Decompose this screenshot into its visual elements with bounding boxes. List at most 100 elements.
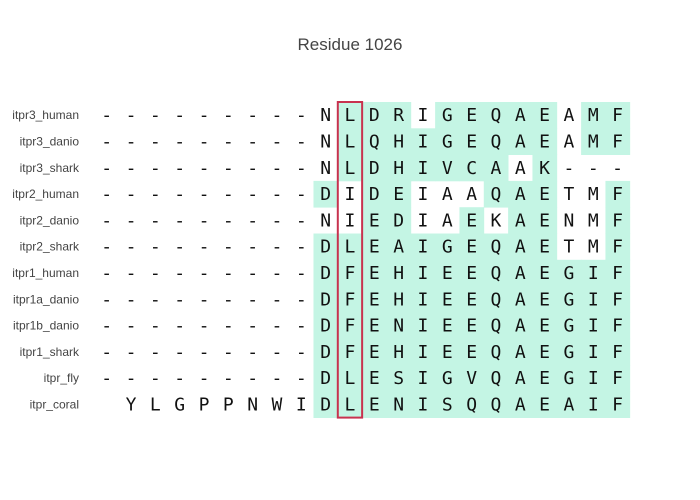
residue-highlight: [508, 286, 533, 313]
residue: -: [296, 342, 307, 363]
residue: A: [564, 105, 575, 126]
residue: N: [393, 316, 404, 337]
residue-highlight: [337, 286, 363, 313]
residue: -: [174, 289, 185, 310]
residue: -: [199, 184, 210, 205]
residue: -: [126, 342, 137, 363]
residue: L: [345, 394, 356, 415]
residue: -: [296, 263, 307, 284]
residue: -: [272, 289, 283, 310]
residue: A: [515, 368, 526, 389]
residue: -: [272, 342, 283, 363]
residue: D: [320, 368, 331, 389]
residue-highlight: [581, 128, 606, 155]
residue-highlight: [337, 128, 363, 155]
residue: H: [393, 342, 404, 363]
residue-highlight: [337, 259, 363, 287]
residue-highlight: [362, 365, 387, 392]
residue-highlight: [532, 154, 558, 182]
residue: L: [345, 158, 356, 179]
residue: -: [223, 289, 234, 310]
residue: Q: [491, 394, 502, 415]
residue: H: [393, 263, 404, 284]
residue: -: [296, 237, 307, 258]
row-label: itpr3_shark: [20, 161, 80, 175]
residue: L: [345, 237, 356, 258]
residue: -: [174, 210, 185, 231]
residue-highlight: [386, 154, 412, 182]
residue: E: [466, 316, 477, 337]
row-label: itpr_coral: [30, 397, 79, 411]
row-label: itpr1a_danio: [13, 292, 79, 306]
residue: C: [466, 158, 477, 179]
residue: -: [174, 184, 185, 205]
residue-highlight: [337, 154, 363, 182]
residue-highlight: [581, 102, 606, 129]
residue: -: [272, 316, 283, 337]
residue: -: [199, 210, 210, 231]
residue: -: [247, 210, 258, 231]
residue: -: [247, 289, 258, 310]
residue: A: [515, 210, 526, 231]
residue-highlight: [508, 259, 533, 287]
residue-highlight: [532, 312, 558, 340]
row-label: itpr1_human: [12, 266, 79, 280]
residue: A: [515, 316, 526, 337]
residue: M: [588, 210, 599, 231]
residue: -: [247, 184, 258, 205]
row-label: itpr_fly: [44, 371, 79, 385]
residue: -: [150, 316, 161, 337]
row-label: itpr3_danio: [20, 134, 80, 148]
residue: F: [612, 394, 623, 415]
residue-highlight: [337, 312, 363, 340]
residue: E: [369, 342, 380, 363]
residue: -: [150, 289, 161, 310]
residue-highlight: [605, 128, 631, 155]
residue-highlight: [508, 233, 533, 261]
residue: A: [515, 342, 526, 363]
residue-highlight: [410, 365, 436, 392]
residue: G: [564, 342, 575, 363]
residue: -: [296, 131, 307, 152]
residue-highlight: [386, 338, 412, 366]
residue: K: [491, 210, 502, 231]
residue: -: [223, 316, 234, 337]
residue-highlight: [605, 180, 631, 208]
residue: V: [466, 368, 477, 389]
residue: L: [345, 131, 356, 152]
residue: I: [418, 158, 429, 179]
residue: D: [320, 237, 331, 258]
residue: H: [393, 131, 404, 152]
residue-highlight: [313, 233, 339, 261]
residue-highlight: [362, 338, 387, 366]
highlight-layer: [313, 102, 631, 418]
residue: -: [126, 184, 137, 205]
residue: -: [272, 184, 283, 205]
residue: A: [515, 394, 526, 415]
residue-highlight: [362, 180, 387, 208]
residue: I: [418, 131, 429, 152]
residue: E: [539, 237, 550, 258]
residue-highlight: [532, 207, 558, 234]
residue: Q: [491, 131, 502, 152]
residue: -: [101, 342, 112, 363]
residue-highlight: [532, 128, 558, 155]
residue: E: [466, 210, 477, 231]
residue: N: [393, 394, 404, 415]
residue-highlight: [313, 286, 339, 313]
residue: G: [564, 316, 575, 337]
residue: E: [393, 184, 404, 205]
residue-highlight: [508, 365, 533, 392]
residue: -: [223, 368, 234, 389]
residue: -: [247, 316, 258, 337]
residue: -: [199, 342, 210, 363]
residue: I: [418, 316, 429, 337]
residue: R: [393, 105, 404, 126]
residue: M: [588, 105, 599, 126]
residue: N: [320, 131, 331, 152]
residue: -: [199, 158, 210, 179]
residue: K: [539, 158, 550, 179]
residue-highlight: [605, 233, 631, 261]
residue-highlight: [605, 286, 631, 313]
residue: Q: [491, 342, 502, 363]
